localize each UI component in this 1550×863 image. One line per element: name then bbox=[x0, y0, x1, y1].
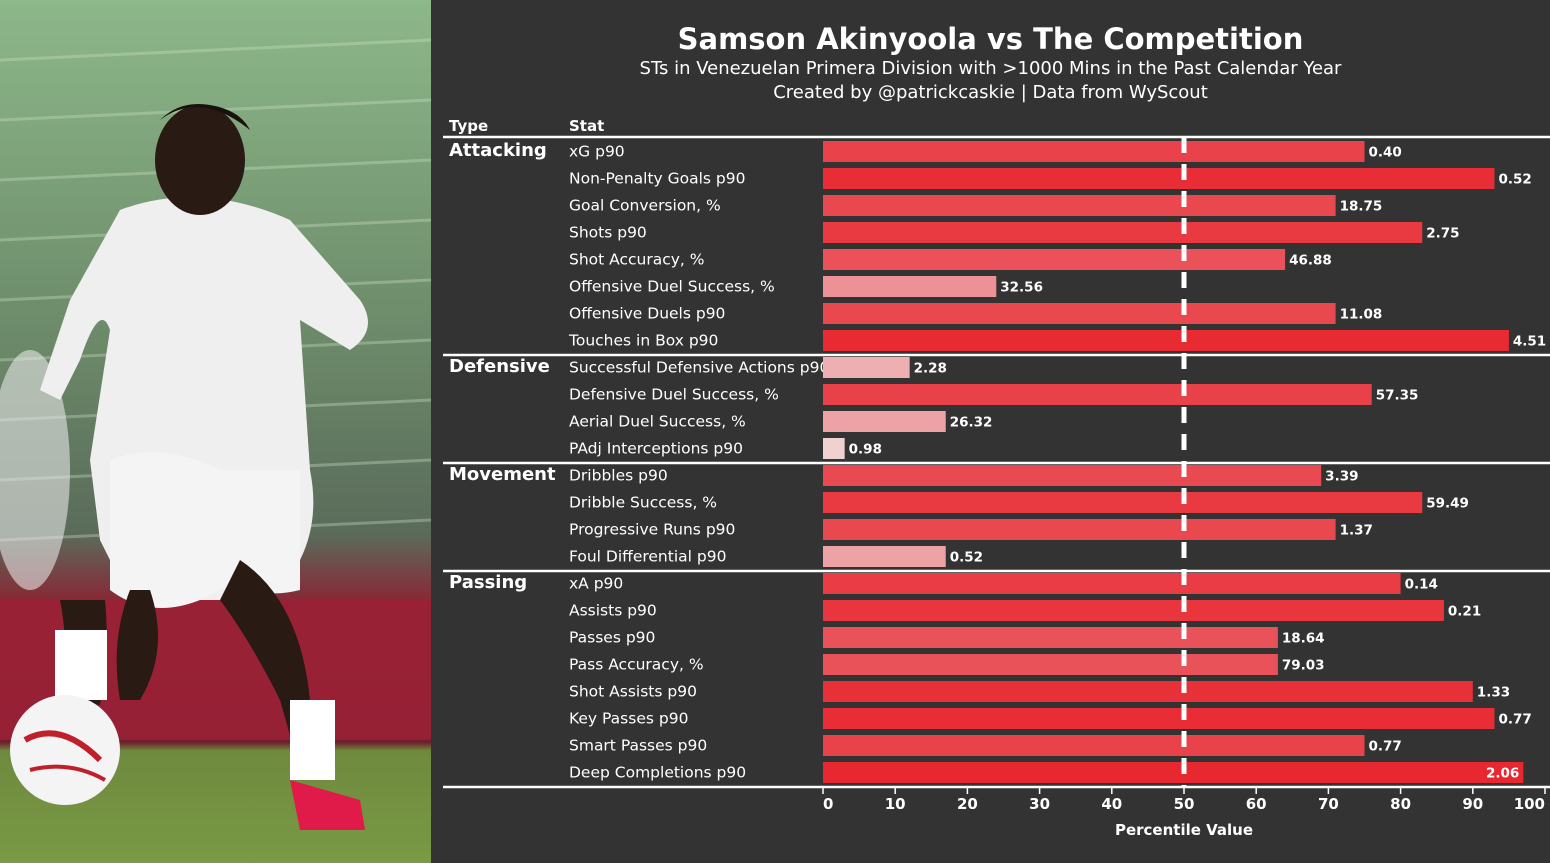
x-tick-label: 60 bbox=[1246, 795, 1267, 813]
stat-label: Defensive Duel Success, % bbox=[569, 386, 779, 404]
bar bbox=[823, 141, 1365, 162]
group-label: Passing bbox=[449, 572, 527, 593]
stat-label: Progressive Runs p90 bbox=[569, 521, 735, 539]
chart-panel: Samson Akinyoola vs The Competition STs … bbox=[431, 0, 1550, 863]
bar bbox=[823, 303, 1336, 324]
x-tick-label: 100 bbox=[1514, 795, 1545, 813]
x-axis-label: Percentile Value bbox=[1115, 821, 1253, 839]
bar-value-label: 46.88 bbox=[1289, 253, 1332, 269]
chart-rows: Attacking xG p90 0.40 Non-Penalty Goals p90… bbox=[443, 135, 1550, 789]
bar-value-label: 26.32 bbox=[950, 415, 993, 431]
chart-title: Samson Akinyoola vs The Competition bbox=[677, 22, 1304, 56]
bar-value-label: 2.06 bbox=[1486, 766, 1519, 782]
x-tick-label: 90 bbox=[1462, 795, 1483, 813]
bar-value-label: 1.33 bbox=[1477, 685, 1510, 701]
bar bbox=[823, 519, 1336, 540]
x-tick-label: 70 bbox=[1318, 795, 1339, 813]
bar bbox=[823, 654, 1278, 675]
x-tick-label: 40 bbox=[1101, 795, 1122, 813]
stat-label: Passes p90 bbox=[569, 629, 655, 647]
x-tick-label: 20 bbox=[957, 795, 978, 813]
bar bbox=[823, 627, 1278, 648]
stat-label: Goal Conversion, % bbox=[569, 197, 721, 215]
x-axis: 0 10 20 30 40 50 60 70 80 90 100 bbox=[822, 788, 1546, 813]
stat-label: xA p90 bbox=[569, 575, 623, 593]
stat-label: PAdj Interceptions p90 bbox=[569, 440, 743, 458]
bar bbox=[823, 708, 1495, 729]
player-photo bbox=[0, 0, 431, 863]
group-label: Defensive bbox=[449, 356, 550, 377]
bar bbox=[823, 465, 1322, 486]
bar bbox=[823, 195, 1336, 216]
bar-value-label: 59.49 bbox=[1426, 496, 1469, 512]
bar-value-label: 0.14 bbox=[1405, 577, 1438, 593]
bar bbox=[823, 438, 845, 459]
stat-label: Shots p90 bbox=[569, 224, 647, 242]
bar-value-label: 32.56 bbox=[1000, 280, 1043, 296]
bar bbox=[823, 330, 1509, 351]
bar-value-label: 2.75 bbox=[1426, 226, 1459, 242]
bar-value-label: 57.35 bbox=[1376, 388, 1419, 404]
x-tick-label: 50 bbox=[1174, 795, 1195, 813]
bar bbox=[823, 249, 1286, 270]
bar bbox=[823, 168, 1495, 189]
stat-label: Key Passes p90 bbox=[569, 710, 688, 728]
bar-value-label: 0.77 bbox=[1369, 739, 1402, 755]
x-tick-label: 30 bbox=[1029, 795, 1050, 813]
bar-value-label: 0.77 bbox=[1498, 712, 1531, 728]
stat-label: xG p90 bbox=[569, 143, 625, 161]
bar-value-label: 11.08 bbox=[1340, 307, 1383, 323]
bar-value-label: 18.75 bbox=[1340, 199, 1383, 215]
bar-value-label: 4.51 bbox=[1513, 334, 1546, 350]
bar bbox=[823, 357, 910, 378]
bar-value-label: 0.21 bbox=[1448, 604, 1481, 620]
stat-label: Pass Accuracy, % bbox=[569, 656, 704, 674]
type-column-header: Type bbox=[449, 117, 488, 135]
x-tick-label: 0 bbox=[823, 795, 833, 813]
x-tick-label: 80 bbox=[1390, 795, 1411, 813]
bar bbox=[823, 681, 1473, 702]
bar bbox=[823, 411, 946, 432]
stat-column-header: Stat bbox=[569, 117, 604, 135]
bar bbox=[823, 546, 946, 567]
bar-value-label: 0.98 bbox=[849, 442, 882, 458]
group-label: Attacking bbox=[449, 140, 547, 161]
bar bbox=[823, 762, 1524, 783]
stat-label: Smart Passes p90 bbox=[569, 737, 707, 755]
bar-value-label: 18.64 bbox=[1282, 631, 1325, 647]
stat-label: Offensive Duel Success, % bbox=[569, 278, 775, 296]
bar bbox=[823, 276, 997, 297]
stat-label: Shot Accuracy, % bbox=[569, 251, 705, 269]
stat-label: Shot Assists p90 bbox=[569, 683, 697, 701]
bar bbox=[823, 222, 1423, 243]
stat-label: Assists p90 bbox=[569, 602, 657, 620]
stat-label: Aerial Duel Success, % bbox=[569, 413, 746, 431]
bar bbox=[823, 573, 1401, 594]
bar bbox=[823, 735, 1365, 756]
group-label: Movement bbox=[449, 464, 556, 485]
bar-value-label: 3.39 bbox=[1325, 469, 1358, 485]
stat-label: Dribbles p90 bbox=[569, 467, 668, 485]
bar bbox=[823, 492, 1423, 513]
stat-label: Offensive Duels p90 bbox=[569, 305, 725, 323]
bar bbox=[823, 600, 1444, 621]
bar-value-label: 2.28 bbox=[914, 361, 947, 377]
x-tick-label: 10 bbox=[885, 795, 906, 813]
bar-value-label: 0.52 bbox=[950, 550, 983, 566]
chart-subtitle: STs in Venezuelan Primera Division with … bbox=[639, 58, 1342, 79]
stat-label: Dribble Success, % bbox=[569, 494, 717, 512]
bar-value-label: 1.37 bbox=[1340, 523, 1373, 539]
chart-credit: Created by @patrickcaskie | Data from Wy… bbox=[773, 82, 1208, 103]
bar-value-label: 0.52 bbox=[1498, 172, 1531, 188]
bar-value-label: 79.03 bbox=[1282, 658, 1325, 674]
stat-label: Non-Penalty Goals p90 bbox=[569, 170, 746, 188]
bar bbox=[823, 384, 1372, 405]
stat-label: Touches in Box p90 bbox=[568, 332, 718, 350]
bar-value-label: 0.40 bbox=[1369, 145, 1402, 161]
stat-label: Foul Differential p90 bbox=[569, 548, 726, 566]
stat-label: Successful Defensive Actions p90 bbox=[569, 359, 829, 377]
stat-label: Deep Completions p90 bbox=[569, 764, 746, 782]
percentile-bar-chart: Type Stat Attacking xG p90 0.40 Non-Penalty… bbox=[443, 117, 1550, 839]
